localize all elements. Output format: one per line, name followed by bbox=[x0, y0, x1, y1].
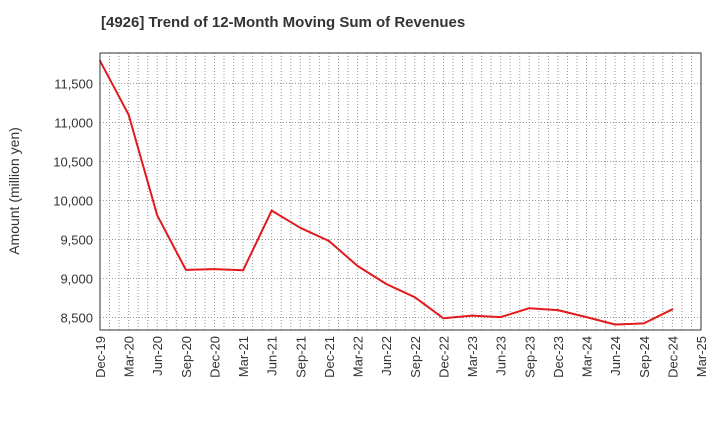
x-tick-label: Mar-23 bbox=[465, 336, 480, 377]
x-tick-label: Dec-19 bbox=[93, 336, 108, 378]
x-tick-label: Mar-22 bbox=[351, 336, 366, 377]
data-point bbox=[184, 268, 187, 271]
data-point bbox=[385, 282, 388, 285]
y-tick-label: 9,500 bbox=[60, 232, 93, 247]
x-tick-label: Jun-23 bbox=[494, 336, 509, 376]
data-point bbox=[299, 226, 302, 229]
data-point bbox=[585, 316, 588, 319]
x-tick-label: Mar-20 bbox=[122, 336, 137, 377]
data-point bbox=[213, 268, 216, 271]
y-axis-title: Amount (million yen) bbox=[6, 127, 22, 255]
data-point bbox=[642, 322, 645, 325]
data-point bbox=[270, 209, 273, 212]
data-point bbox=[528, 307, 531, 310]
x-tick-label: Jun-22 bbox=[379, 336, 394, 376]
y-tick-label: 11,000 bbox=[54, 115, 93, 130]
data-point bbox=[413, 296, 416, 299]
data-point bbox=[614, 323, 617, 326]
x-tick-label: Dec-20 bbox=[207, 336, 222, 378]
data-point bbox=[356, 265, 359, 268]
y-axis-tick-labels: 8,500 9,000 9,500 10,000 10,500 11,000 11,500 bbox=[53, 76, 93, 325]
data-point bbox=[127, 113, 130, 116]
x-tick-label: Sep-20 bbox=[179, 336, 194, 378]
series-group bbox=[99, 59, 674, 326]
data-point bbox=[499, 316, 502, 319]
x-tick-label: Jun-24 bbox=[608, 336, 623, 376]
x-tick-label: Sep-21 bbox=[293, 336, 308, 378]
chart-title: [4926] Trend of 12-Month Moving Sum of R… bbox=[101, 14, 466, 31]
x-tick-label: Mar-24 bbox=[580, 336, 595, 377]
x-axis-tick-labels: Dec-19 Mar-20 Jun-20 Sep-20 Dec-20 Mar-21 Jun-… bbox=[93, 336, 709, 378]
x-tick-label: Dec-23 bbox=[551, 336, 566, 378]
x-tick-label: Dec-21 bbox=[322, 336, 337, 378]
data-point bbox=[556, 309, 559, 312]
x-tick-label: Sep-22 bbox=[408, 336, 423, 378]
plot-frame bbox=[99, 52, 702, 331]
y-tick-label: 10,500 bbox=[53, 154, 93, 169]
x-tick-label: Mar-25 bbox=[694, 336, 709, 377]
plot-area bbox=[100, 53, 701, 330]
data-point bbox=[327, 240, 330, 243]
data-point bbox=[242, 269, 245, 272]
data-point bbox=[671, 308, 674, 311]
y-tick-label: 11,500 bbox=[54, 76, 93, 91]
x-tick-label: Sep-24 bbox=[637, 336, 652, 378]
data-point bbox=[156, 214, 159, 217]
data-point bbox=[442, 317, 445, 320]
x-tick-label: Mar-21 bbox=[236, 336, 251, 377]
x-tick-label: Dec-24 bbox=[665, 336, 680, 378]
x-tick-label: Jun-21 bbox=[265, 336, 280, 376]
y-tick-label: 10,000 bbox=[53, 193, 93, 208]
x-tick-label: Dec-22 bbox=[436, 336, 451, 378]
y-tick-label: 9,000 bbox=[60, 272, 93, 287]
data-point bbox=[471, 314, 474, 317]
y-tick-label: 8,500 bbox=[60, 311, 93, 326]
x-tick-label: Sep-23 bbox=[522, 336, 537, 378]
grid bbox=[100, 53, 701, 330]
x-tick-label: Jun-20 bbox=[150, 336, 165, 376]
